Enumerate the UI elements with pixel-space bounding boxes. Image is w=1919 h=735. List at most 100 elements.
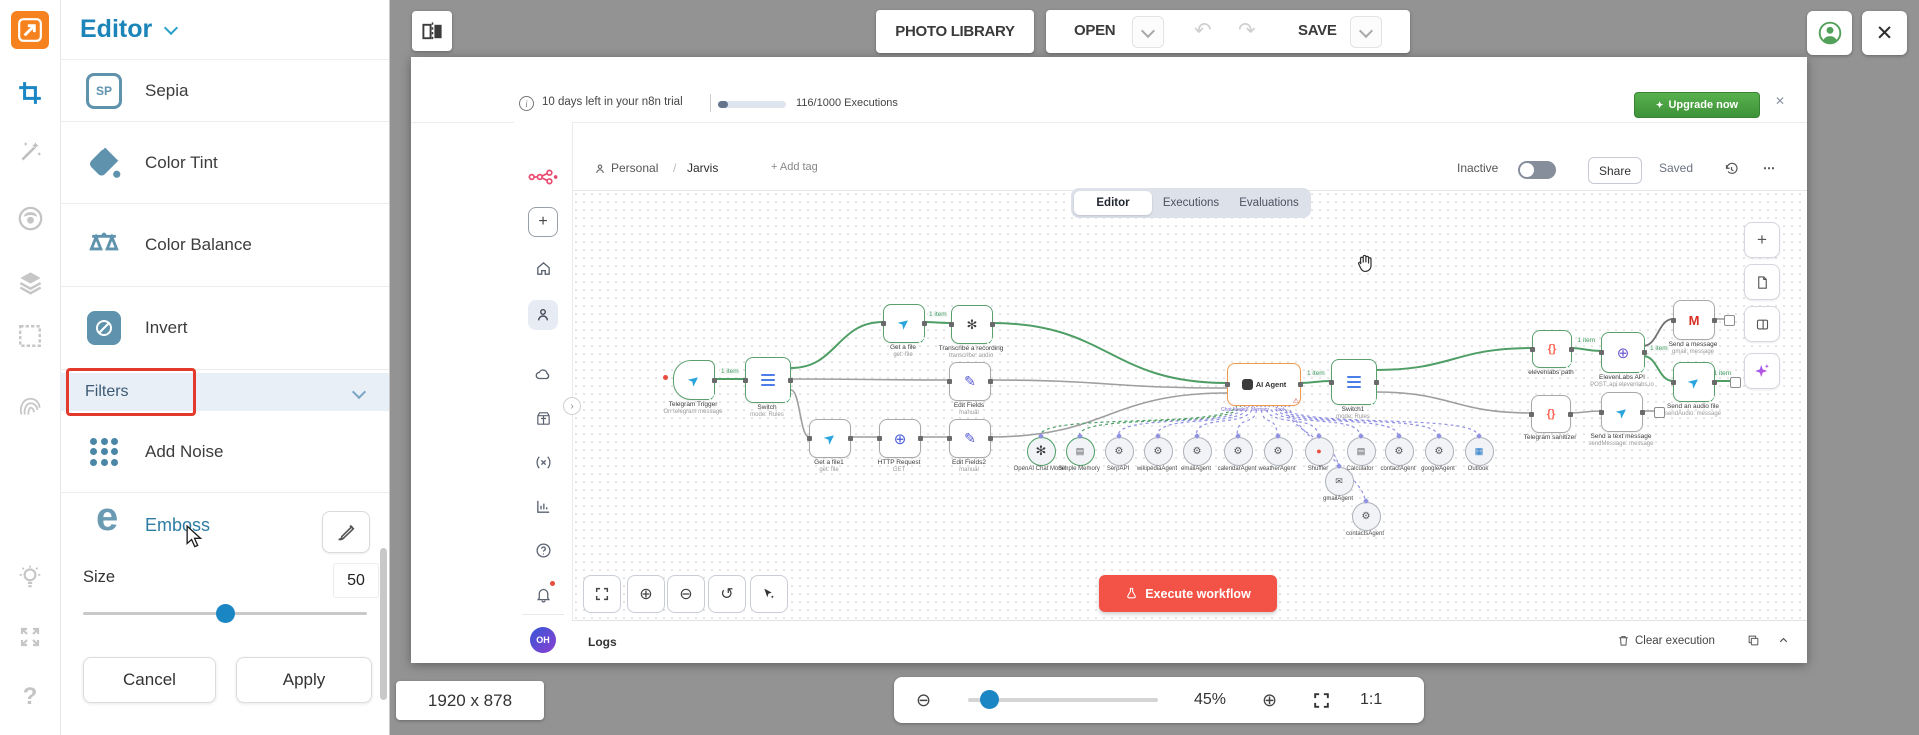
banner-close-icon[interactable]: ✕ (1775, 94, 1786, 108)
add-sticky-note-button[interactable] (1744, 264, 1780, 300)
zoom-slider-track[interactable] (968, 698, 1158, 702)
filter-item-color-balance[interactable]: Color Balance (60, 204, 389, 287)
help-icon[interactable]: ? (22, 683, 38, 710)
apply-button[interactable]: Apply (236, 657, 372, 703)
filter-item-invert[interactable]: Invert (60, 287, 389, 370)
execute-workflow-button[interactable]: Execute workflow (1099, 575, 1277, 612)
workflow-tool-googleagent[interactable]: ⚙ (1424, 436, 1454, 466)
workflow-tool-wikipediaagent[interactable]: ⚙ (1143, 436, 1173, 466)
workflow-node-edit-fields[interactable]: ✎ (946, 362, 994, 401)
user-avatar[interactable]: OH (530, 627, 556, 653)
workflow-tool-serpapi[interactable]: ⚙ (1104, 436, 1134, 466)
tips-bulb-icon[interactable] (16, 563, 44, 591)
workflow-tool-outlook[interactable]: ▦ (1464, 436, 1494, 466)
account-button[interactable] (1807, 11, 1852, 55)
zoom-out-button[interactable]: ⊖ (667, 575, 705, 613)
fit-screen-icon[interactable] (1312, 677, 1331, 723)
home-icon[interactable] (528, 253, 558, 283)
reset-view-button[interactable]: ↺ (708, 575, 746, 613)
tab-editor[interactable]: Editor (1074, 191, 1152, 215)
save-dropdown-button[interactable] (1350, 16, 1382, 48)
more-menu-icon[interactable]: ⋯ (1763, 161, 1775, 175)
workflow-node-elevenlabs-api[interactable]: ⊕ ✓ (1598, 332, 1648, 375)
panel-header[interactable]: Editor (60, 0, 389, 60)
open-dropdown-button[interactable] (1132, 16, 1164, 48)
tab-evaluations[interactable]: Evaluations (1239, 197, 1299, 209)
history-icon[interactable] (1724, 162, 1739, 177)
share-button[interactable]: Share (1588, 157, 1642, 184)
workflow-node-elevenlabs-path[interactable]: {} ✓ (1529, 330, 1575, 370)
filters-section-header[interactable]: Filters (60, 373, 389, 411)
variables-icon[interactable] (528, 447, 558, 477)
portrait-tool-icon[interactable] (16, 204, 44, 232)
workflow-node-http-request[interactable]: ⊕ (876, 419, 924, 458)
workflow-tool-gmailagent[interactable]: ✉ (1324, 466, 1354, 496)
fit-view-button[interactable] (583, 575, 621, 613)
open-button[interactable]: OPEN (1074, 22, 1116, 39)
enhance-wand-icon[interactable] (16, 138, 44, 166)
breadcrumb-project[interactable]: Personal (611, 161, 659, 175)
photo-library-button[interactable]: PHOTO LIBRARY (876, 10, 1034, 53)
workflow-tool-openai-chat-model[interactable]: ✻ (1026, 436, 1056, 466)
fullscreen-icon[interactable] (16, 623, 44, 651)
workflow-tool-simple-memory[interactable]: ▤ (1065, 436, 1095, 466)
size-slider-thumb[interactable] (216, 604, 235, 623)
new-workflow-button[interactable]: + (528, 207, 558, 237)
upgrade-now-button[interactable]: ✦ Upgrade now (1634, 92, 1760, 118)
workflow-node-send-a-message[interactable]: M (1670, 300, 1718, 340)
workflow-node-get-a-file[interactable]: ➤ ✓ (880, 304, 928, 345)
clear-execution-button[interactable]: Clear execution (1617, 634, 1715, 647)
workflow-tool-contactsagent[interactable]: ⚙ (1351, 501, 1381, 531)
zoom-in-button[interactable]: ⊕ (627, 575, 665, 613)
crop-tool-icon[interactable] (16, 79, 44, 107)
workflow-tool-weatheragent[interactable]: ⚙ (1263, 436, 1293, 466)
workflow-node-telegram-trigger[interactable]: ➤ ✓ (673, 360, 718, 402)
expand-rail-chevron[interactable]: › (563, 397, 581, 415)
brush-button[interactable] (322, 511, 370, 553)
workflow-node-switch[interactable]: ✓ (742, 357, 794, 405)
workflow-node-edit-fields2[interactable]: ✎ (946, 419, 994, 458)
texture-tool-icon[interactable] (16, 391, 44, 419)
filter-item-color-tint[interactable]: Color Tint (60, 122, 389, 204)
cancel-button[interactable]: Cancel (83, 657, 216, 703)
frame-tool-icon[interactable] (16, 322, 44, 350)
close-editor-button[interactable]: ✕ (1862, 11, 1907, 55)
zoom-out-icon[interactable]: ⊖ (916, 689, 932, 710)
workflow-node-switch1[interactable]: ✓ (1328, 359, 1380, 407)
emboss-label[interactable]: Emboss (145, 515, 211, 535)
filter-item-add-noise[interactable]: Add Noise (60, 411, 389, 492)
workflow-tool-emailagent[interactable]: ⚙ (1182, 436, 1212, 466)
workflow-node-transcribe-a-recording[interactable]: ✻ ✓ (948, 305, 996, 346)
panel-scrollbar[interactable] (380, 548, 387, 700)
ai-assistant-button[interactable] (1744, 353, 1780, 389)
workflow-tool-calculator[interactable]: ▤ (1346, 436, 1376, 466)
insights-chart-icon[interactable] (528, 491, 558, 521)
cloud-icon[interactable] (528, 359, 558, 389)
collapse-logs-chevron[interactable] (1777, 634, 1790, 647)
undo-icon[interactable]: ↶ (1194, 19, 1212, 42)
workflow-node-ai-agent[interactable]: AI Agent ⚠ (1224, 363, 1304, 406)
compare-before-after-button[interactable] (412, 11, 452, 51)
active-toggle[interactable] (1518, 161, 1556, 179)
workflow-tool-contactagent[interactable]: ⚙ (1384, 436, 1414, 466)
layers-tool-icon[interactable] (16, 268, 44, 296)
chevron-down-icon[interactable] (164, 20, 179, 35)
help-circle-icon[interactable] (528, 535, 558, 565)
save-button[interactable]: SAVE (1298, 22, 1337, 39)
split-panel-button[interactable] (1744, 306, 1780, 342)
tab-executions[interactable]: Executions (1162, 197, 1220, 209)
workflow-tool-shuffler[interactable]: ● (1304, 436, 1334, 466)
workflow-node-send-a-text-message[interactable]: ➤ (1598, 392, 1646, 432)
tidy-up-button[interactable] (750, 575, 788, 613)
add-tag-button[interactable]: + Add tag (771, 161, 818, 173)
notifications-bell-icon[interactable] (528, 579, 558, 609)
workflow-node-get-a-file1[interactable]: ➤ (806, 419, 854, 458)
zoom-in-icon[interactable]: ⊕ (1262, 689, 1278, 710)
filter-item-sepia[interactable]: SP Sepia (60, 60, 389, 122)
workflow-tool-calendaragent[interactable]: ⚙ (1223, 436, 1253, 466)
size-value[interactable]: 50 (333, 563, 379, 598)
workflow-node-telegram-sanitizer[interactable]: {} (1528, 395, 1574, 433)
personal-project-icon[interactable] (528, 300, 558, 330)
workflow-name[interactable]: Jarvis (687, 161, 719, 175)
templates-icon[interactable] (528, 403, 558, 433)
